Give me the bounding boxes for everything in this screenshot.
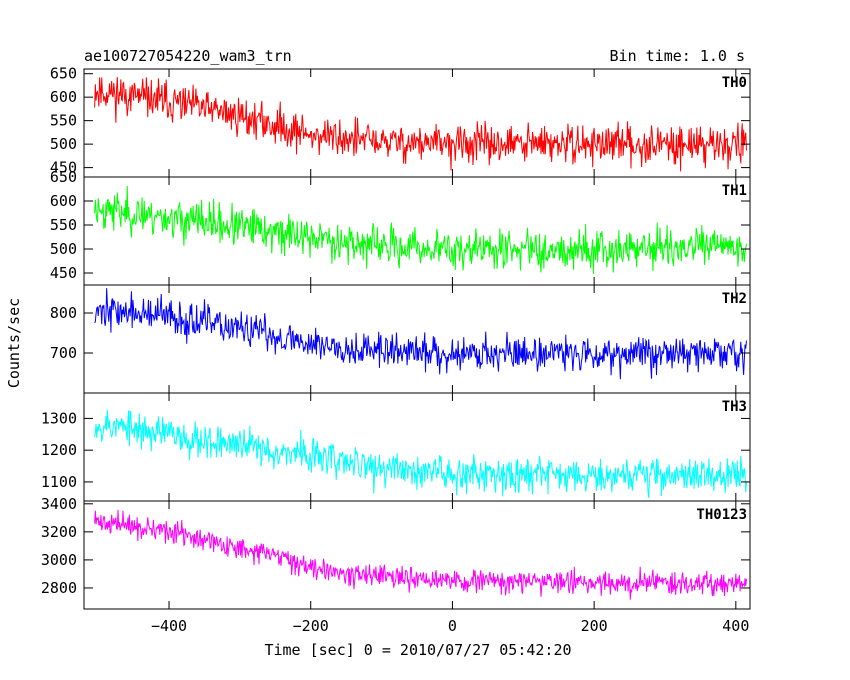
panel-name-label: TH1 — [722, 183, 747, 199]
chart-title: ae100727054220_wam3_trn — [84, 47, 292, 65]
y-tick-label: 1300 — [41, 409, 77, 427]
y-tick-label: 3000 — [41, 551, 77, 569]
panels-group: 450 500 550 600 650 TH0 450 500 550 600 650 TH1 700 8… — [41, 65, 751, 635]
x-tick-label: −200 — [293, 617, 329, 635]
x-tick-label: 400 — [722, 617, 749, 635]
y-tick-label: 500 — [50, 240, 77, 258]
panel-th0: 450 500 550 600 650 TH0 — [50, 65, 751, 178]
y-tick-label: 3200 — [41, 523, 77, 541]
x-tick-label: 0 — [448, 617, 457, 635]
series-line-th0123 — [94, 509, 747, 600]
y-tick-label: 450 — [50, 159, 77, 177]
y-tick-label: 1100 — [41, 473, 77, 491]
series-line-th3 — [94, 409, 747, 498]
y-tick-label: 600 — [50, 88, 77, 106]
y-tick-label: 600 — [50, 192, 77, 210]
x-tick-label: −400 — [151, 617, 187, 635]
y-tick-label: 550 — [50, 216, 77, 234]
y-tick-label: 450 — [50, 264, 77, 282]
y-axis-label: Counts/sec — [5, 298, 23, 388]
panel-name-label: TH3 — [722, 399, 747, 415]
panel-name-label: TH0 — [722, 75, 747, 91]
y-tick-label: 500 — [50, 135, 77, 153]
panel-th3: 1100 1200 1300 TH3 — [41, 392, 751, 502]
panel-name-label: TH2 — [722, 291, 747, 307]
panel-frame — [83, 284, 751, 394]
y-tick-label: 650 — [50, 65, 77, 83]
bin-time-label: Bin time: 1.0 s — [610, 47, 745, 65]
y-tick-label: 650 — [50, 168, 77, 186]
y-tick-label: 3400 — [41, 495, 77, 513]
panel-th0123: 2800 3000 3200 3400 TH0123 — [41, 495, 751, 610]
series-line-th0 — [94, 77, 747, 172]
y-tick-label: 700 — [50, 344, 77, 362]
x-axis-label: Time [sec] 0 = 2010/07/27 05:42:20 — [264, 641, 571, 659]
y-tick-label: 800 — [50, 304, 77, 322]
panel-name-label: TH0123 — [696, 507, 747, 523]
panel-th1: 450 500 550 600 650 TH1 — [50, 168, 751, 286]
panel-frame — [83, 68, 751, 178]
y-tick-label: 550 — [50, 112, 77, 130]
y-tick-label: 2800 — [41, 579, 77, 597]
x-tick-label: 200 — [581, 617, 608, 635]
series-line-th1 — [94, 185, 747, 274]
panel-th2: 700 800 TH2 — [50, 284, 751, 394]
y-tick-label: 1200 — [41, 441, 77, 459]
panel-frame — [83, 500, 751, 610]
series-line-th2 — [94, 288, 747, 380]
